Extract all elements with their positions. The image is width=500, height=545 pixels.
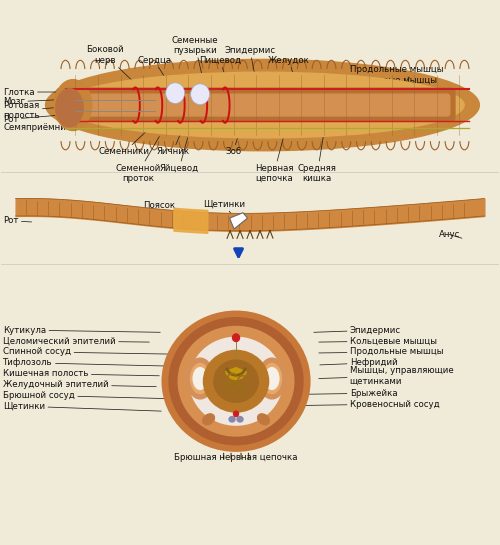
Ellipse shape xyxy=(46,59,480,151)
Text: Тифлозоль: Тифлозоль xyxy=(3,358,165,367)
Text: Зоб: Зоб xyxy=(225,134,241,156)
Text: Брыжейка: Брыжейка xyxy=(305,389,398,398)
Text: Спинной сосуд: Спинной сосуд xyxy=(350,88,428,96)
Ellipse shape xyxy=(54,80,92,130)
Polygon shape xyxy=(230,213,248,229)
Text: Ротовая
полость: Ротовая полость xyxy=(3,101,73,120)
Ellipse shape xyxy=(262,364,281,393)
Text: Желудок: Желудок xyxy=(268,56,310,80)
Text: Нефридий: Нефридий xyxy=(350,99,430,107)
Text: Спинной сосуд: Спинной сосуд xyxy=(3,347,168,356)
Ellipse shape xyxy=(168,317,304,445)
Text: Семяприёмник: Семяприёмник xyxy=(3,123,83,132)
Ellipse shape xyxy=(237,416,243,422)
Ellipse shape xyxy=(189,337,283,426)
Text: Сердца: Сердца xyxy=(137,56,172,78)
Text: Мышцы, управляющие
щетинками: Мышцы, управляющие щетинками xyxy=(319,366,454,385)
Text: Средняя
кишка: Средняя кишка xyxy=(298,134,337,183)
Ellipse shape xyxy=(190,364,210,393)
Text: Брюшной сосуд: Брюшной сосуд xyxy=(3,391,168,400)
Text: Целомический эпителий: Целомический эпителий xyxy=(3,336,150,346)
Ellipse shape xyxy=(61,72,464,138)
Text: Брюшная нервная цепочка: Брюшная нервная цепочка xyxy=(174,435,298,462)
Ellipse shape xyxy=(213,360,259,403)
Text: Семенной
проток: Семенной проток xyxy=(115,137,160,183)
Ellipse shape xyxy=(186,358,214,399)
Text: Глотка: Глотка xyxy=(3,88,78,96)
Text: Брюшной сосуд: Брюшной сосуд xyxy=(350,109,428,118)
Text: Желудочный эпителий: Желудочный эпителий xyxy=(3,380,156,389)
Circle shape xyxy=(232,334,239,342)
Text: Кольцевые мышцы: Кольцевые мышцы xyxy=(350,76,436,85)
Text: Продольные мышцы: Продольные мышцы xyxy=(319,347,443,356)
FancyBboxPatch shape xyxy=(56,88,455,122)
Ellipse shape xyxy=(56,89,83,127)
Ellipse shape xyxy=(162,311,310,452)
Text: Кишечная полость: Кишечная полость xyxy=(3,369,160,378)
Circle shape xyxy=(234,411,238,416)
Ellipse shape xyxy=(203,414,214,425)
Ellipse shape xyxy=(258,358,285,399)
Text: Эпидермис: Эпидермис xyxy=(224,46,276,76)
Ellipse shape xyxy=(229,416,235,422)
Text: Яичник: Яичник xyxy=(156,135,190,156)
Text: Рот: Рот xyxy=(3,114,63,124)
Wedge shape xyxy=(226,368,246,379)
Text: Семенники: Семенники xyxy=(99,132,150,156)
Text: Анус: Анус xyxy=(438,230,462,239)
Text: Рот: Рот xyxy=(3,216,32,225)
Ellipse shape xyxy=(193,368,207,389)
FancyBboxPatch shape xyxy=(63,94,450,116)
Text: Эпидермис: Эпидермис xyxy=(314,325,401,335)
Ellipse shape xyxy=(166,83,184,104)
Ellipse shape xyxy=(258,414,270,425)
Text: Яйцевод: Яйцевод xyxy=(160,138,199,173)
Text: Семенные
пузырьки: Семенные пузырьки xyxy=(172,35,218,78)
Text: Пищевод: Пищевод xyxy=(199,56,241,83)
Text: Щетинки: Щетинки xyxy=(203,199,245,219)
Ellipse shape xyxy=(265,368,279,389)
Text: Мозг: Мозг xyxy=(3,98,83,106)
Text: Продольные мышцы: Продольные мышцы xyxy=(350,65,443,78)
Text: Нервная
цепочка: Нервная цепочка xyxy=(254,136,293,183)
Text: Нефридий: Нефридий xyxy=(320,358,398,367)
Ellipse shape xyxy=(203,350,270,413)
Text: Кутикула: Кутикула xyxy=(3,325,160,335)
Text: Поясок: Поясок xyxy=(143,201,189,217)
Ellipse shape xyxy=(178,326,294,437)
Text: Кровеносный сосуд: Кровеносный сосуд xyxy=(288,399,440,409)
Ellipse shape xyxy=(190,84,210,105)
Text: Кольцевые мышцы: Кольцевые мышцы xyxy=(319,336,436,346)
Text: Боковой
нерв: Боковой нерв xyxy=(86,45,133,81)
Text: Щетинки: Щетинки xyxy=(3,402,161,411)
